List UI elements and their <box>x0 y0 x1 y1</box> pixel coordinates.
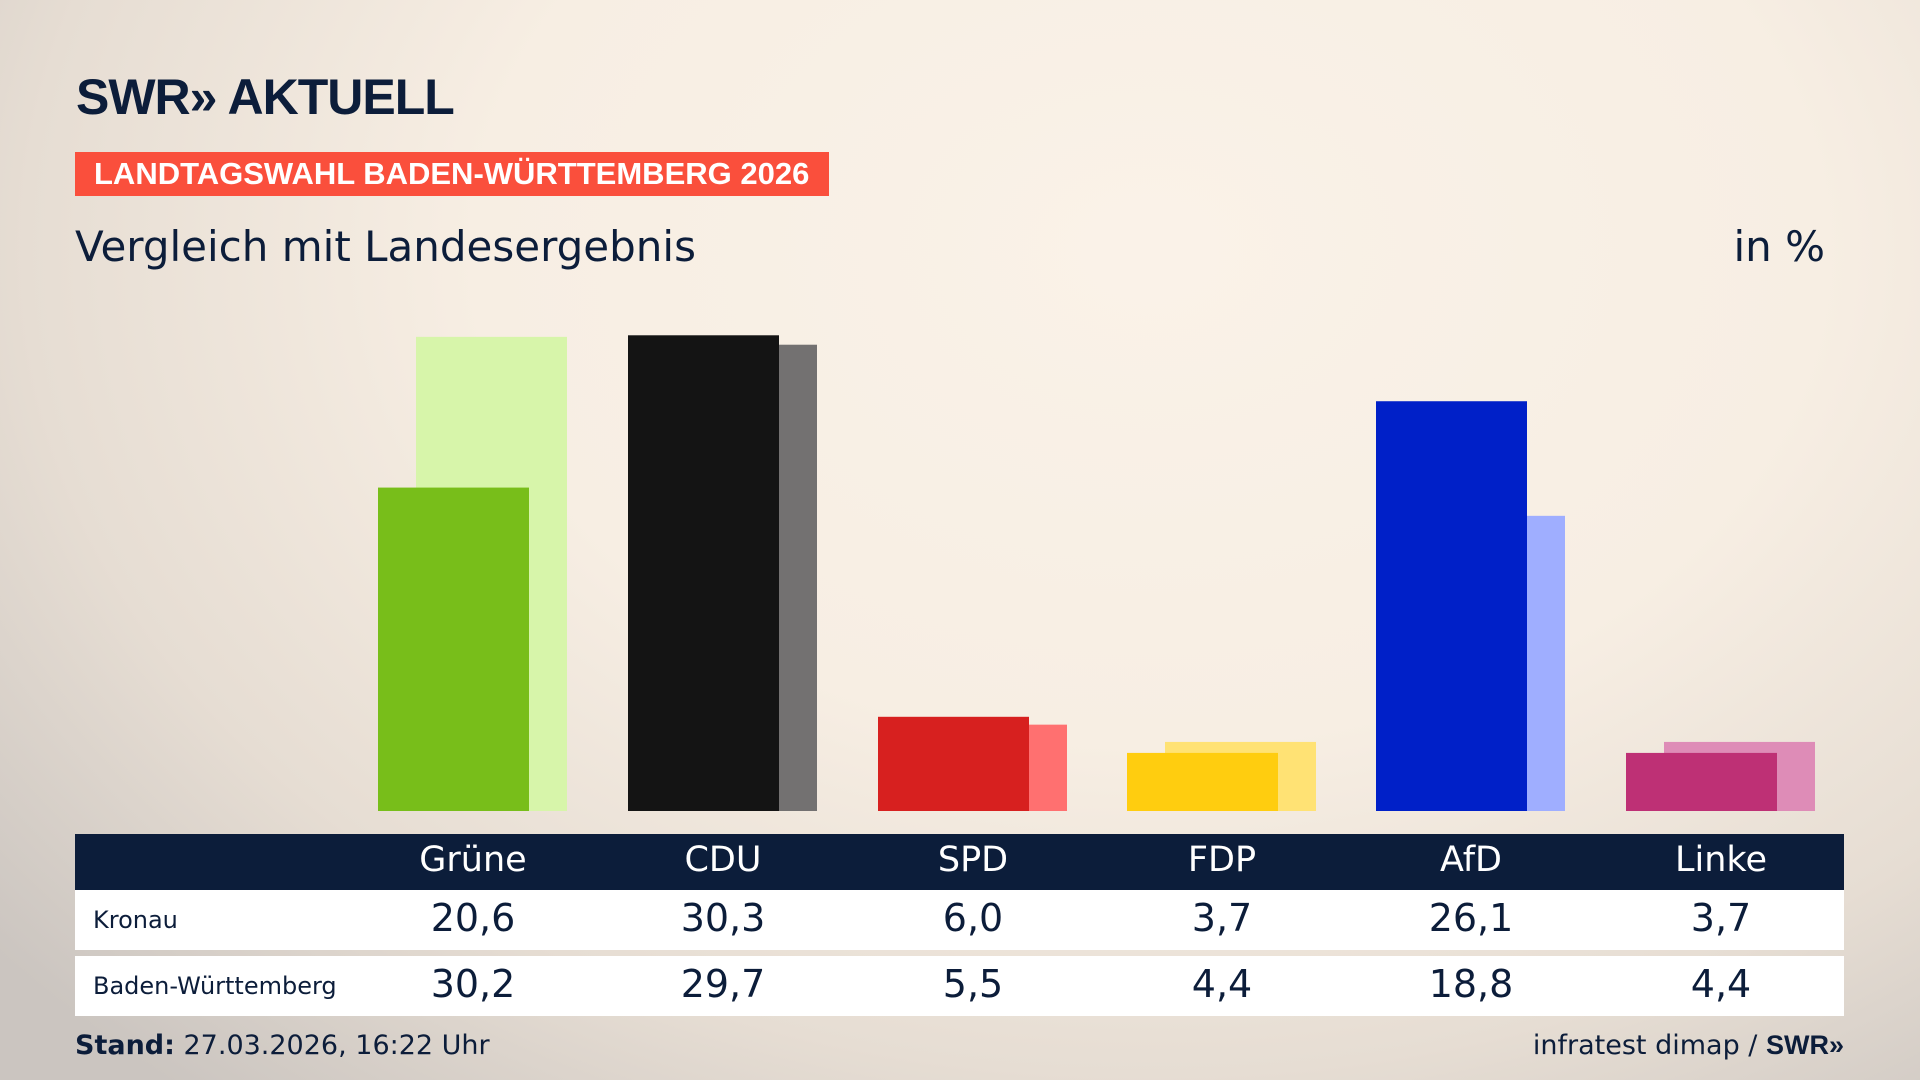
table-row-kronau: Kronau 20,6 30,3 6,0 3,7 26,1 3,7 <box>75 890 1844 950</box>
swr-small-logo: SWR» <box>1765 1030 1844 1060</box>
stand-label: Stand: <box>75 1030 175 1061</box>
value-cell: 5,5 <box>942 962 1004 1006</box>
bar-chart <box>378 335 1815 811</box>
unit-label: in % <box>1733 222 1825 271</box>
table-header: Grüne CDU SPD FDP AfD Linke <box>75 834 1844 890</box>
party-header: FDP <box>1187 840 1257 880</box>
table-row-bw: Baden-Württemberg 30,2 29,7 5,5 4,4 18,8 4,4 <box>75 956 1844 1016</box>
bar-fdp-kronau <box>1127 752 1278 811</box>
bar-grüne-kronau <box>378 487 529 811</box>
party-header: SPD <box>937 840 1009 880</box>
value-cell: 30,2 <box>430 962 516 1006</box>
timestamp: Stand: 27.03.2026, 16:22 Uhr <box>75 1030 490 1061</box>
value-cell: 20,6 <box>430 896 516 940</box>
value-cell: 29,7 <box>680 962 766 1006</box>
source-text: infratest dimap / <box>1532 1030 1766 1061</box>
row-label: Baden-Württemberg <box>93 972 337 1000</box>
bar-afd-kronau <box>1376 401 1527 811</box>
bar-linke-kronau <box>1626 752 1777 811</box>
value-cell: 4,4 <box>1191 962 1253 1006</box>
value-cell: 26,1 <box>1428 896 1514 940</box>
party-header: Grüne <box>419 840 527 880</box>
logo-text: SWR» AKTUELL <box>76 69 455 125</box>
value-cell: 4,4 <box>1690 962 1752 1006</box>
party-header: Linke <box>1675 840 1767 880</box>
swr-aktuell-logo: SWR» AKTUELL <box>76 68 455 126</box>
bar-cdu-kronau <box>628 335 779 811</box>
stand-value: 27.03.2026, 16:22 Uhr <box>174 1030 490 1061</box>
value-cell: 18,8 <box>1428 962 1514 1006</box>
source: infratest dimap / SWR» <box>1533 1030 1844 1061</box>
party-header: CDU <box>684 840 762 880</box>
value-cell: 3,7 <box>1191 896 1253 940</box>
value-cell: 3,7 <box>1690 896 1752 940</box>
value-cell: 30,3 <box>680 896 766 940</box>
chart-subtitle: Vergleich mit Landesergebnis <box>75 222 696 271</box>
bar-spd-kronau <box>878 716 1029 811</box>
value-cell: 6,0 <box>942 896 1004 940</box>
election-banner: LANDTAGSWAHL BADEN-WÜRTTEMBERG 2026 <box>75 152 829 196</box>
party-header: AfD <box>1440 840 1502 880</box>
row-label: Kronau <box>93 906 178 934</box>
